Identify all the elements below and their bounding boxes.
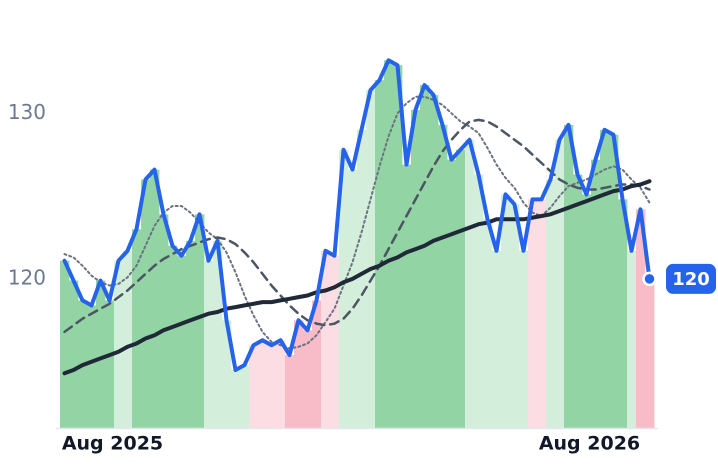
area-bar xyxy=(213,240,223,428)
area-bar xyxy=(186,240,196,428)
area-bar xyxy=(591,159,601,428)
area-bar xyxy=(60,260,70,428)
area-bar xyxy=(447,159,457,428)
end-dot xyxy=(642,271,657,287)
area-bar xyxy=(105,300,115,428)
area-bar xyxy=(546,179,556,428)
area-bar xyxy=(411,109,421,429)
area-bar xyxy=(375,80,385,428)
area-bar xyxy=(312,300,322,428)
area-bar xyxy=(510,204,520,428)
end-label-box xyxy=(666,263,716,294)
area-bar xyxy=(141,179,151,428)
area-bar xyxy=(483,219,493,428)
area-bar xyxy=(114,260,124,428)
area-bar xyxy=(636,209,646,428)
area-bar xyxy=(240,365,250,428)
area-bar xyxy=(348,169,358,428)
area-bar xyxy=(573,174,583,428)
area-bar xyxy=(177,255,187,428)
area-bar xyxy=(258,340,268,428)
area-bar xyxy=(339,149,349,428)
area-bar xyxy=(285,355,295,428)
area-bar xyxy=(618,199,628,428)
area-bar xyxy=(492,250,502,428)
area-bar xyxy=(519,250,529,428)
area-bar xyxy=(330,255,340,428)
area-bar xyxy=(501,194,511,428)
y-tick-label: 120 xyxy=(8,265,46,289)
area-bar xyxy=(222,320,232,428)
series-line xyxy=(62,58,652,372)
area-bar xyxy=(357,129,367,428)
area-bar xyxy=(555,139,565,429)
area-bar xyxy=(150,169,160,428)
area-bar xyxy=(465,139,475,429)
area-bar xyxy=(438,124,448,429)
area-bar xyxy=(645,278,655,428)
x-tick-label: Aug 2026 xyxy=(539,433,640,455)
area-bar xyxy=(249,345,259,428)
area-bar xyxy=(474,174,484,428)
end-label: 120 xyxy=(672,269,710,290)
area-bar xyxy=(69,280,79,428)
area-bar xyxy=(87,305,97,428)
area-bar xyxy=(528,199,538,428)
area-bar xyxy=(132,229,142,428)
y-tick-label: 130 xyxy=(8,100,46,124)
area-bar xyxy=(609,134,619,428)
area-bar xyxy=(582,194,592,428)
area-bar xyxy=(159,214,169,428)
area-bar xyxy=(420,85,430,428)
area-bar xyxy=(366,90,376,428)
series-line xyxy=(62,179,652,376)
area-bar xyxy=(564,124,574,429)
area-bar xyxy=(456,149,466,428)
area-bar xyxy=(537,199,547,428)
area-bar xyxy=(294,320,304,428)
area-bar xyxy=(627,250,637,428)
area-bar xyxy=(384,60,394,429)
area-bar xyxy=(600,129,610,428)
x-tick-label: Aug 2025 xyxy=(62,433,163,455)
area-bar xyxy=(267,345,277,428)
area-bar xyxy=(204,260,214,428)
area-bar xyxy=(195,214,205,428)
area-bar xyxy=(429,95,439,429)
area-bar xyxy=(276,340,286,428)
area-bar xyxy=(168,245,178,428)
area-bar xyxy=(321,250,331,428)
area-bar xyxy=(303,330,313,428)
area-bar xyxy=(393,65,403,428)
area-bar xyxy=(123,250,133,428)
area-bar xyxy=(402,164,412,428)
area-bar xyxy=(96,280,106,428)
area-bar xyxy=(231,370,241,428)
